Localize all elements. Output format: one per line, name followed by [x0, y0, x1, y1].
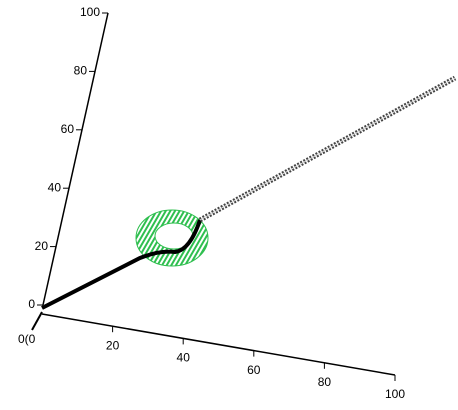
- z-tick-label: 0: [28, 297, 35, 311]
- depth-tick-label: 0(0: [18, 332, 36, 346]
- z-tick-label: 60: [61, 122, 75, 136]
- x-tick-label: 40: [177, 351, 191, 365]
- curve-highlight: [200, 78, 455, 220]
- axes: 0 20 40 60 80 100 20 40 60 80 100 0(0: [18, 5, 405, 401]
- z-axis: [43, 13, 108, 305]
- curve: [42, 78, 455, 308]
- z-tick-label: 100: [80, 5, 100, 19]
- chart: 0 20 40 60 80 100 20 40 60 80 100 0(0: [0, 0, 458, 410]
- z-tick-label: 40: [48, 180, 62, 194]
- x-tick-label: 20: [106, 338, 120, 352]
- x-axis: [42, 314, 395, 375]
- z-tick-label: 80: [74, 64, 88, 78]
- z-tick-label: 20: [35, 239, 49, 253]
- x-tick-label: 100: [385, 387, 405, 401]
- depth-axis: [32, 312, 42, 330]
- x-tick-label: 80: [318, 375, 332, 389]
- x-tick-label: 60: [247, 363, 261, 377]
